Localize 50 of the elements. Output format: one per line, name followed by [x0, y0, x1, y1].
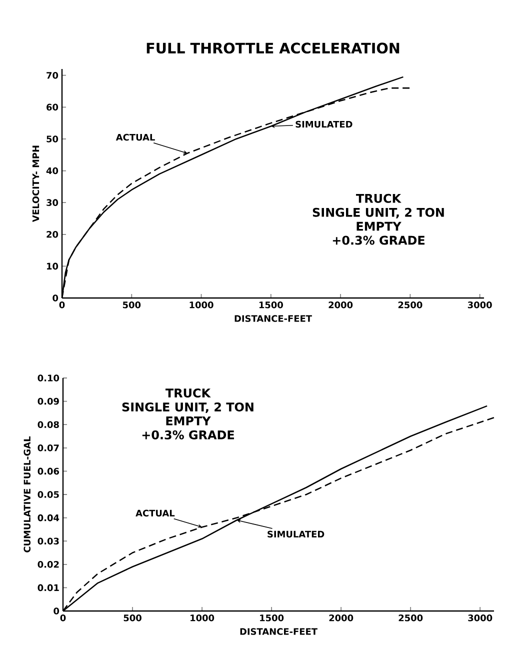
- x-tick-label: 500: [124, 614, 142, 622]
- annotation: TRUCK: [356, 194, 402, 203]
- y-tick-label: 0: [52, 294, 58, 302]
- y-tick-label: 0.02: [38, 561, 59, 568]
- y-axis-title: VELOCITY- MPH: [32, 146, 40, 222]
- y-tick-label: 0: [54, 608, 60, 614]
- y-tick-label: 50: [46, 136, 58, 142]
- y-tick-label: 70: [46, 72, 58, 79]
- y-tick-label: 0.01: [38, 584, 59, 592]
- x-tick-label: 1500: [259, 302, 283, 308]
- annotation: EMPTY: [166, 416, 211, 426]
- annotation: EMPTY: [356, 222, 402, 231]
- text: ACTUAL: [116, 134, 155, 141]
- text: SIMULATED: [268, 530, 324, 538]
- text: ACTUAL: [136, 510, 175, 517]
- x-tick-label: 0: [59, 302, 65, 308]
- annotation: +0.3% GRADE: [332, 236, 424, 245]
- x-tick-label: 2000: [329, 614, 354, 622]
- y-axis-title: CUMULATIVE FUEL-GAL: [24, 436, 31, 552]
- y-tick-label: 0.05: [38, 491, 59, 498]
- y-tick-label: 0.03: [38, 538, 59, 544]
- x-tick-label: 500: [122, 302, 141, 308]
- y-tick-label: 0.06: [38, 468, 60, 475]
- y-tick-label: 0.09: [38, 398, 59, 405]
- x-tick-label: 1000: [190, 614, 214, 622]
- legend-label: SIMULATED: [296, 120, 352, 128]
- x-tick-label: 3000: [468, 302, 492, 308]
- x-tick-label: 1500: [260, 614, 284, 622]
- annotation: SINGLE UNIT, 2 TON: [312, 208, 444, 218]
- x-tick-label: 2000: [328, 302, 353, 308]
- x-tick-label: 3000: [468, 614, 492, 622]
- annotation: TRUCK: [165, 388, 211, 398]
- y-tick-label: 60: [46, 104, 58, 111]
- y-tick-label: 0.10: [38, 374, 60, 382]
- y-tick-label: 20: [46, 230, 58, 238]
- x-tick-label: 2500: [398, 614, 423, 622]
- chart-title: FULL THROTTLE ACCELERATION: [146, 42, 400, 54]
- y-tick-label: 0.08: [38, 421, 59, 428]
- x-tick-label: 1000: [190, 302, 214, 308]
- y-tick-label: 0.04: [38, 514, 60, 522]
- y-tick-label: 40: [46, 167, 58, 174]
- x-axis-title: DISTANCE-FEET: [240, 628, 318, 635]
- annotation: +0.3% GRADE: [142, 430, 234, 440]
- annotation: SINGLE UNIT, 2 TON: [122, 402, 254, 414]
- x-tick-label: 0: [60, 614, 66, 622]
- y-tick-label: 10: [47, 262, 58, 270]
- x-tick-label: 2500: [398, 302, 422, 308]
- y-tick-label: 30: [46, 199, 58, 206]
- y-tick-label: 0.07: [38, 444, 59, 452]
- x-axis-title: DISTANCE-FEET: [234, 315, 312, 322]
